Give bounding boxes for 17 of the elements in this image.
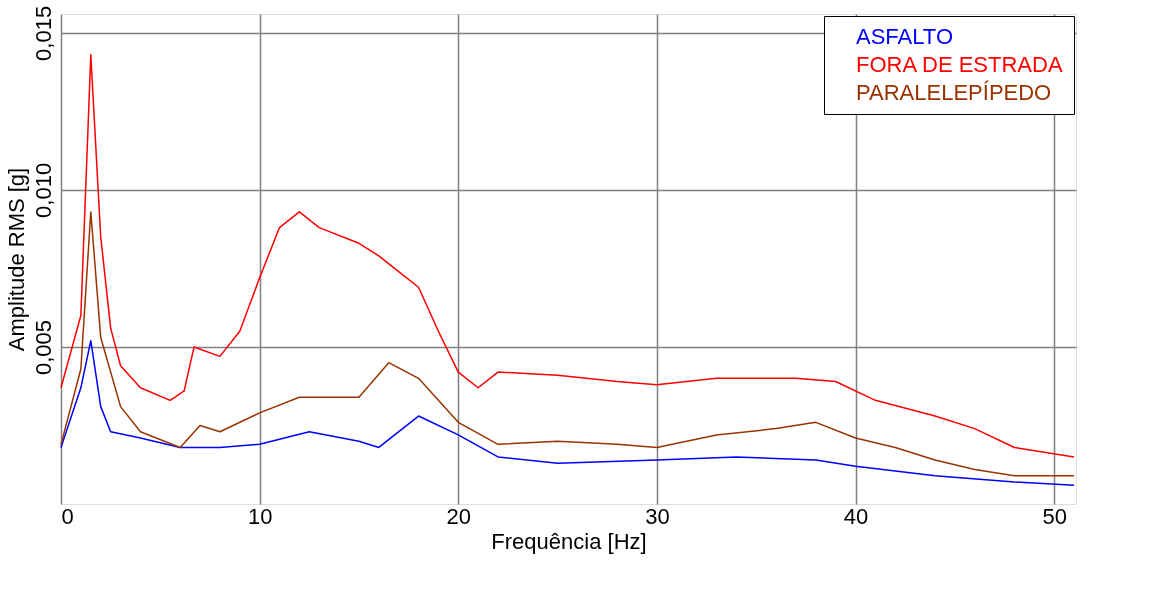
y-tick-label: 0,010 — [30, 162, 56, 218]
line-series — [60, 211, 1075, 477]
x-tick-label: 40 — [843, 503, 869, 529]
line-series — [60, 54, 1075, 458]
text: PARALELEPÍPEDO — [856, 80, 1052, 105]
line-series — [60, 339, 1075, 486]
x-tick-label: 30 — [645, 503, 670, 529]
y-axis-title: Amplitude RMS [g] — [3, 167, 29, 352]
y-tick-label: 0,015 — [30, 5, 56, 61]
x-tick-label: 20 — [446, 503, 471, 529]
x-tick-label: 50 — [1042, 503, 1067, 529]
text: FORA DE ESTRADA — [856, 52, 1063, 77]
x-axis-title: Frequência [Hz] — [491, 528, 647, 554]
y-tick-label: 0,005 — [30, 319, 56, 375]
x-tick-label: 10 — [247, 503, 273, 529]
x-tick-label: 0 — [61, 503, 74, 529]
text: ASFALTO — [856, 24, 954, 49]
